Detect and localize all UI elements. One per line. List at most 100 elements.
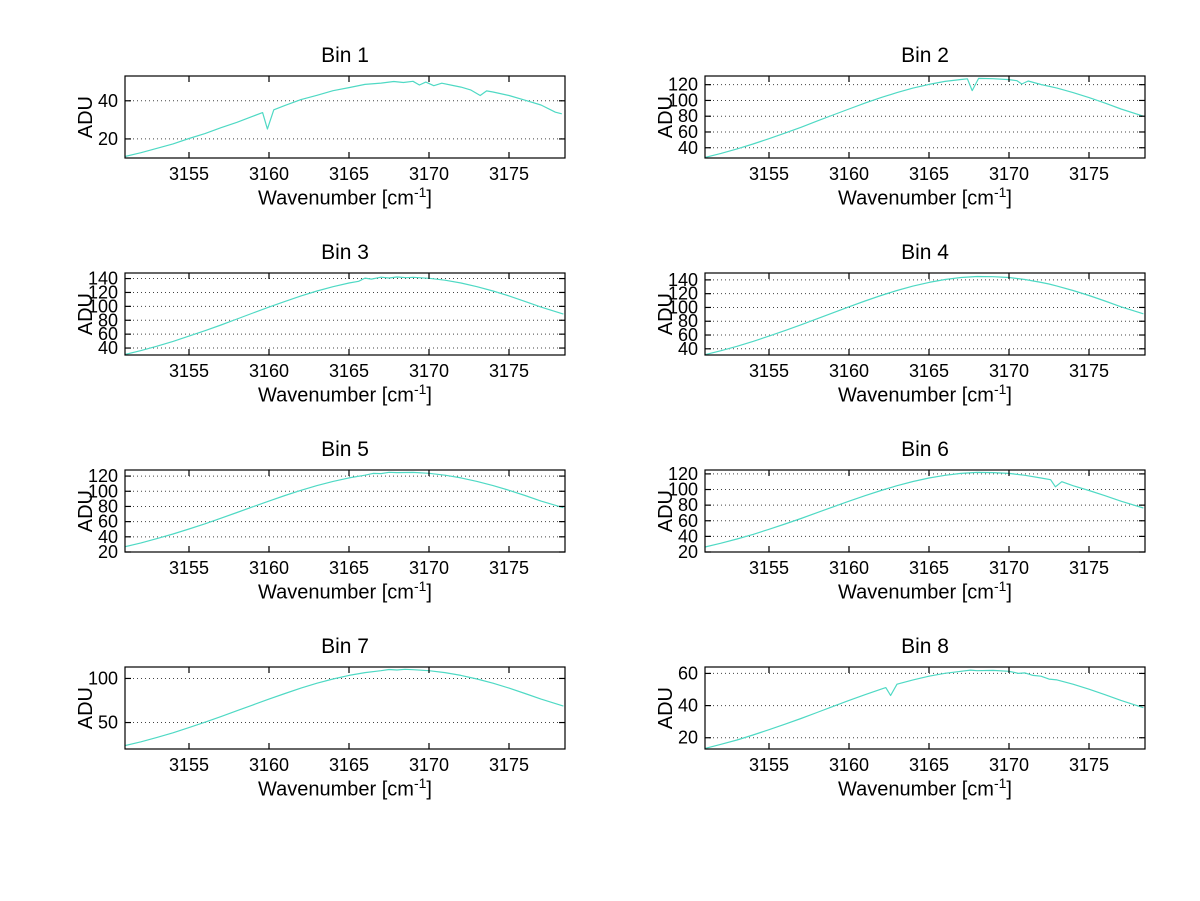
y-tick-label: 40 bbox=[678, 526, 698, 546]
x-tick-label: 3155 bbox=[169, 558, 209, 578]
x-tick-label: 3170 bbox=[989, 361, 1029, 381]
spectrum-line bbox=[124, 471, 564, 548]
x-tick-label: 3165 bbox=[329, 558, 369, 578]
y-axis-label: ADU bbox=[654, 489, 677, 533]
y-tick-label: 120 bbox=[88, 282, 118, 302]
spectrum-line bbox=[704, 669, 1144, 749]
y-tick-label: 120 bbox=[668, 464, 698, 484]
x-tick-label: 3170 bbox=[409, 755, 449, 775]
y-tick-label: 20 bbox=[678, 542, 698, 562]
y-tick-label: 60 bbox=[678, 511, 698, 531]
x-tick-label: 3155 bbox=[749, 361, 789, 381]
plot-title: Bin 3 bbox=[321, 241, 369, 264]
y-tick-label: 100 bbox=[88, 668, 118, 688]
x-tick-label: 3160 bbox=[249, 164, 289, 184]
axes-box bbox=[704, 666, 1146, 750]
y-tick-label: 50 bbox=[98, 713, 118, 733]
y-tick-label: 100 bbox=[668, 297, 698, 317]
plot-canvas: 3155 3160 3165 3170 3175 20 40 60 bbox=[610, 631, 1180, 828]
x-tick-label: 3170 bbox=[989, 164, 1029, 184]
y-tick-label: 100 bbox=[668, 90, 698, 110]
x-tick-label: 3175 bbox=[489, 558, 529, 578]
axes-box bbox=[124, 666, 566, 750]
y-tick-label: 20 bbox=[678, 728, 698, 748]
y-tick-label: 20 bbox=[98, 129, 118, 149]
superscript: -1 bbox=[993, 184, 1007, 200]
subplot-bin-2: 3155 3160 3165 3170 3175 40 60 80 100 120 Bin 2 A… bbox=[610, 40, 1180, 237]
axes-box bbox=[704, 272, 1146, 356]
y-axis-label: ADU bbox=[74, 292, 97, 336]
y-tick-label: 140 bbox=[668, 270, 698, 290]
axes-box bbox=[704, 469, 1146, 553]
y-tick-label: 40 bbox=[678, 138, 698, 158]
y-axis-label: ADU bbox=[654, 292, 677, 336]
x-tick-label: 3175 bbox=[489, 361, 529, 381]
plot-title: Bin 4 bbox=[901, 241, 949, 264]
x-tick-label: 3175 bbox=[1069, 558, 1109, 578]
x-tick-label: 3165 bbox=[909, 558, 949, 578]
plot-canvas: 3155 3160 3165 3170 3175 20 40 60 80 100 120 bbox=[610, 434, 1180, 631]
x-axis-label: Wavenumber [cm-1] bbox=[258, 184, 432, 210]
axes-box bbox=[124, 75, 566, 159]
y-tick-label: 140 bbox=[88, 269, 118, 289]
y-axis-label: ADU bbox=[654, 686, 677, 730]
y-tick-label: 40 bbox=[98, 527, 118, 547]
plot-canvas: 3155 3160 3165 3170 3175 40 60 80 100 120 bbox=[610, 40, 1180, 237]
y-tick-label: 20 bbox=[98, 542, 118, 562]
x-tick-label: 3155 bbox=[749, 558, 789, 578]
superscript: -1 bbox=[413, 578, 427, 594]
x-tick-label: 3175 bbox=[1069, 755, 1109, 775]
plot-title: Bin 7 bbox=[321, 635, 369, 658]
axes-box bbox=[124, 469, 566, 553]
plot-canvas: 3155 3160 3165 3170 3175 40 60 80 100 120 140 bbox=[30, 237, 600, 434]
x-tick-label: 3155 bbox=[749, 164, 789, 184]
x-tick-label: 3165 bbox=[329, 164, 369, 184]
y-tick-label: 80 bbox=[678, 311, 698, 331]
y-tick-label: 60 bbox=[678, 325, 698, 345]
y-tick-label: 80 bbox=[678, 495, 698, 515]
y-tick-label: 40 bbox=[678, 339, 698, 359]
spectrum-line bbox=[704, 471, 1144, 548]
y-tick-label: 80 bbox=[678, 106, 698, 126]
y-tick-label: 40 bbox=[98, 91, 118, 111]
y-tick-label: 60 bbox=[678, 122, 698, 142]
x-tick-label: 3170 bbox=[989, 755, 1029, 775]
subplot-bin-6: 3155 3160 3165 3170 3175 20 40 60 80 100 120 Bin 6… bbox=[610, 434, 1180, 631]
superscript: -1 bbox=[993, 578, 1007, 594]
x-tick-label: 3175 bbox=[1069, 361, 1109, 381]
plot-canvas: 3155 3160 3165 3170 3175 20 40 bbox=[30, 40, 600, 237]
axes-svg: 3155 3160 3165 3170 3175 20 40 bbox=[98, 75, 566, 184]
subplot-bin-5: 3155 3160 3165 3170 3175 20 40 60 80 100 120 Bin 5… bbox=[30, 434, 600, 631]
y-tick-label: 100 bbox=[88, 296, 118, 316]
spectrum-line bbox=[124, 668, 564, 747]
x-tick-label: 3160 bbox=[249, 361, 289, 381]
y-tick-label: 80 bbox=[98, 496, 118, 516]
y-axis-label: ADU bbox=[654, 95, 677, 139]
x-tick-label: 3165 bbox=[329, 361, 369, 381]
x-axis-label: Wavenumber [cm-1] bbox=[838, 775, 1012, 801]
y-tick-label: 60 bbox=[98, 512, 118, 532]
plot-title: Bin 5 bbox=[321, 438, 369, 461]
x-tick-label: 3160 bbox=[829, 164, 869, 184]
subplot-bin-1: 3155 3160 3165 3170 3175 20 40 Bin 1 ADU Waven… bbox=[30, 40, 600, 237]
spectrum-line bbox=[124, 276, 564, 356]
y-tick-label: 120 bbox=[668, 75, 698, 95]
axes-box bbox=[704, 75, 1146, 159]
x-tick-label: 3160 bbox=[249, 755, 289, 775]
y-tick-label: 100 bbox=[88, 481, 118, 501]
y-tick-label: 120 bbox=[668, 284, 698, 304]
x-tick-label: 3160 bbox=[829, 558, 869, 578]
spectrum-line bbox=[704, 275, 1144, 356]
plot-canvas: 3155 3160 3165 3170 3175 20 40 60 80 100 120 bbox=[30, 434, 600, 631]
plot-title: Bin 2 bbox=[901, 44, 949, 67]
y-axis-label: ADU bbox=[74, 686, 97, 730]
subplot-bin-3: 3155 3160 3165 3170 3175 40 60 80 100 120 140 Bin … bbox=[30, 237, 600, 434]
superscript: -1 bbox=[993, 775, 1007, 791]
axes-box bbox=[124, 272, 566, 356]
superscript: -1 bbox=[413, 775, 427, 791]
x-tick-label: 3165 bbox=[909, 361, 949, 381]
x-tick-label: 3170 bbox=[409, 558, 449, 578]
y-tick-label: 40 bbox=[678, 696, 698, 716]
x-tick-label: 3170 bbox=[409, 361, 449, 381]
